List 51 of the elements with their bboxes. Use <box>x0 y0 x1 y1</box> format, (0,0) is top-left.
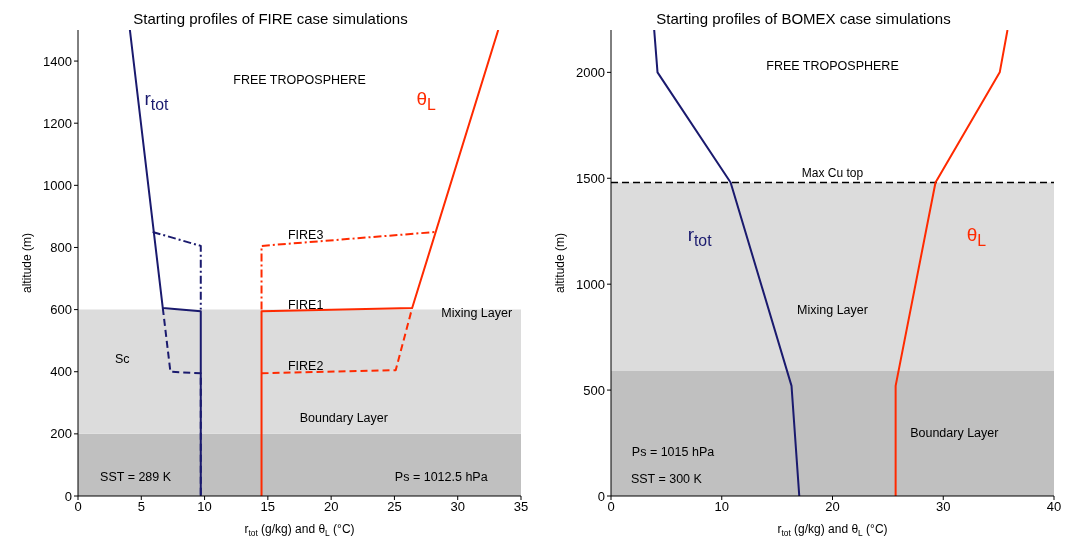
y-tick-label: 1000 <box>43 177 72 193</box>
annotation: θ$_{L}$ <box>966 224 987 250</box>
x-tick-label: 10 <box>197 499 212 515</box>
x-tick-label: 30 <box>936 499 951 515</box>
y-tick-label: 400 <box>50 364 72 380</box>
annotation: θ$_{L}$ <box>416 88 436 114</box>
x-tick-label: 20 <box>323 499 339 515</box>
y-axis-title: altitude (m) <box>553 232 568 294</box>
annotation: Sc <box>115 352 130 367</box>
x-axis-title: r$_{tot}$ (g/kg) and θ$_{L}$ (°C) <box>244 522 355 538</box>
chart-title: Starting profiles of BOMEX case simulations <box>655 10 952 27</box>
x-tick-label: 25 <box>387 499 402 515</box>
annotation: Mixing Layer <box>797 302 868 317</box>
annotation: Mixing Layer <box>441 305 513 320</box>
annotation: r$_{tot}$ <box>144 88 169 114</box>
annotation: Boundary Layer <box>910 425 999 440</box>
annotation: Ps = 1012.5 hPa <box>394 470 488 485</box>
x-tick-label: 0 <box>607 499 615 515</box>
y-tick-label: 1500 <box>576 170 605 186</box>
annotation: SST = 300 K <box>630 471 702 486</box>
annotation: r$_{tot}$ <box>687 224 712 250</box>
chart-title: Starting profiles of FIRE case simulations <box>132 10 409 27</box>
x-tick-label: 5 <box>137 499 145 515</box>
y-tick-label: 600 <box>50 302 72 318</box>
x-tick-label: 30 <box>450 499 465 515</box>
y-tick-label: 2000 <box>576 64 605 80</box>
y-axis-title: altitude (m) <box>20 232 35 294</box>
y-tick-label: 0 <box>64 488 72 504</box>
annotation: FIRE1 <box>287 297 324 312</box>
y-tick-label: 1400 <box>43 53 72 69</box>
annotation: FIRE2 <box>287 358 324 373</box>
x-tick-label: 10 <box>714 499 729 515</box>
x-axis-title: r$_{tot}$ (g/kg) and θ$_{L}$ (°C) <box>777 522 888 538</box>
y-tick-label: 0 <box>597 488 605 504</box>
annotation: Ps = 1015 hPa <box>631 444 715 459</box>
y-tick-label: 500 <box>583 382 605 398</box>
annotation: FREE TROPOSPHERE <box>766 58 899 73</box>
x-tick-label: 35 <box>513 499 529 515</box>
x-tick-label: 40 <box>1046 499 1062 515</box>
y-tick-label: 1200 <box>43 115 72 131</box>
y-tick-label: 1000 <box>576 276 605 292</box>
annotation: SST = 289 K <box>100 470 172 485</box>
x-tick-label: 0 <box>74 499 82 515</box>
ref-line-label: Max Cu top <box>801 166 864 181</box>
annotation: FIRE3 <box>287 227 324 242</box>
x-tick-label: 20 <box>825 499 840 515</box>
y-tick-label: 200 <box>50 426 72 442</box>
y-tick-label: 800 <box>50 240 72 256</box>
annotation: Boundary Layer <box>299 410 388 425</box>
annotation: FREE TROPOSPHERE <box>233 72 366 87</box>
x-tick-label: 15 <box>260 499 276 515</box>
